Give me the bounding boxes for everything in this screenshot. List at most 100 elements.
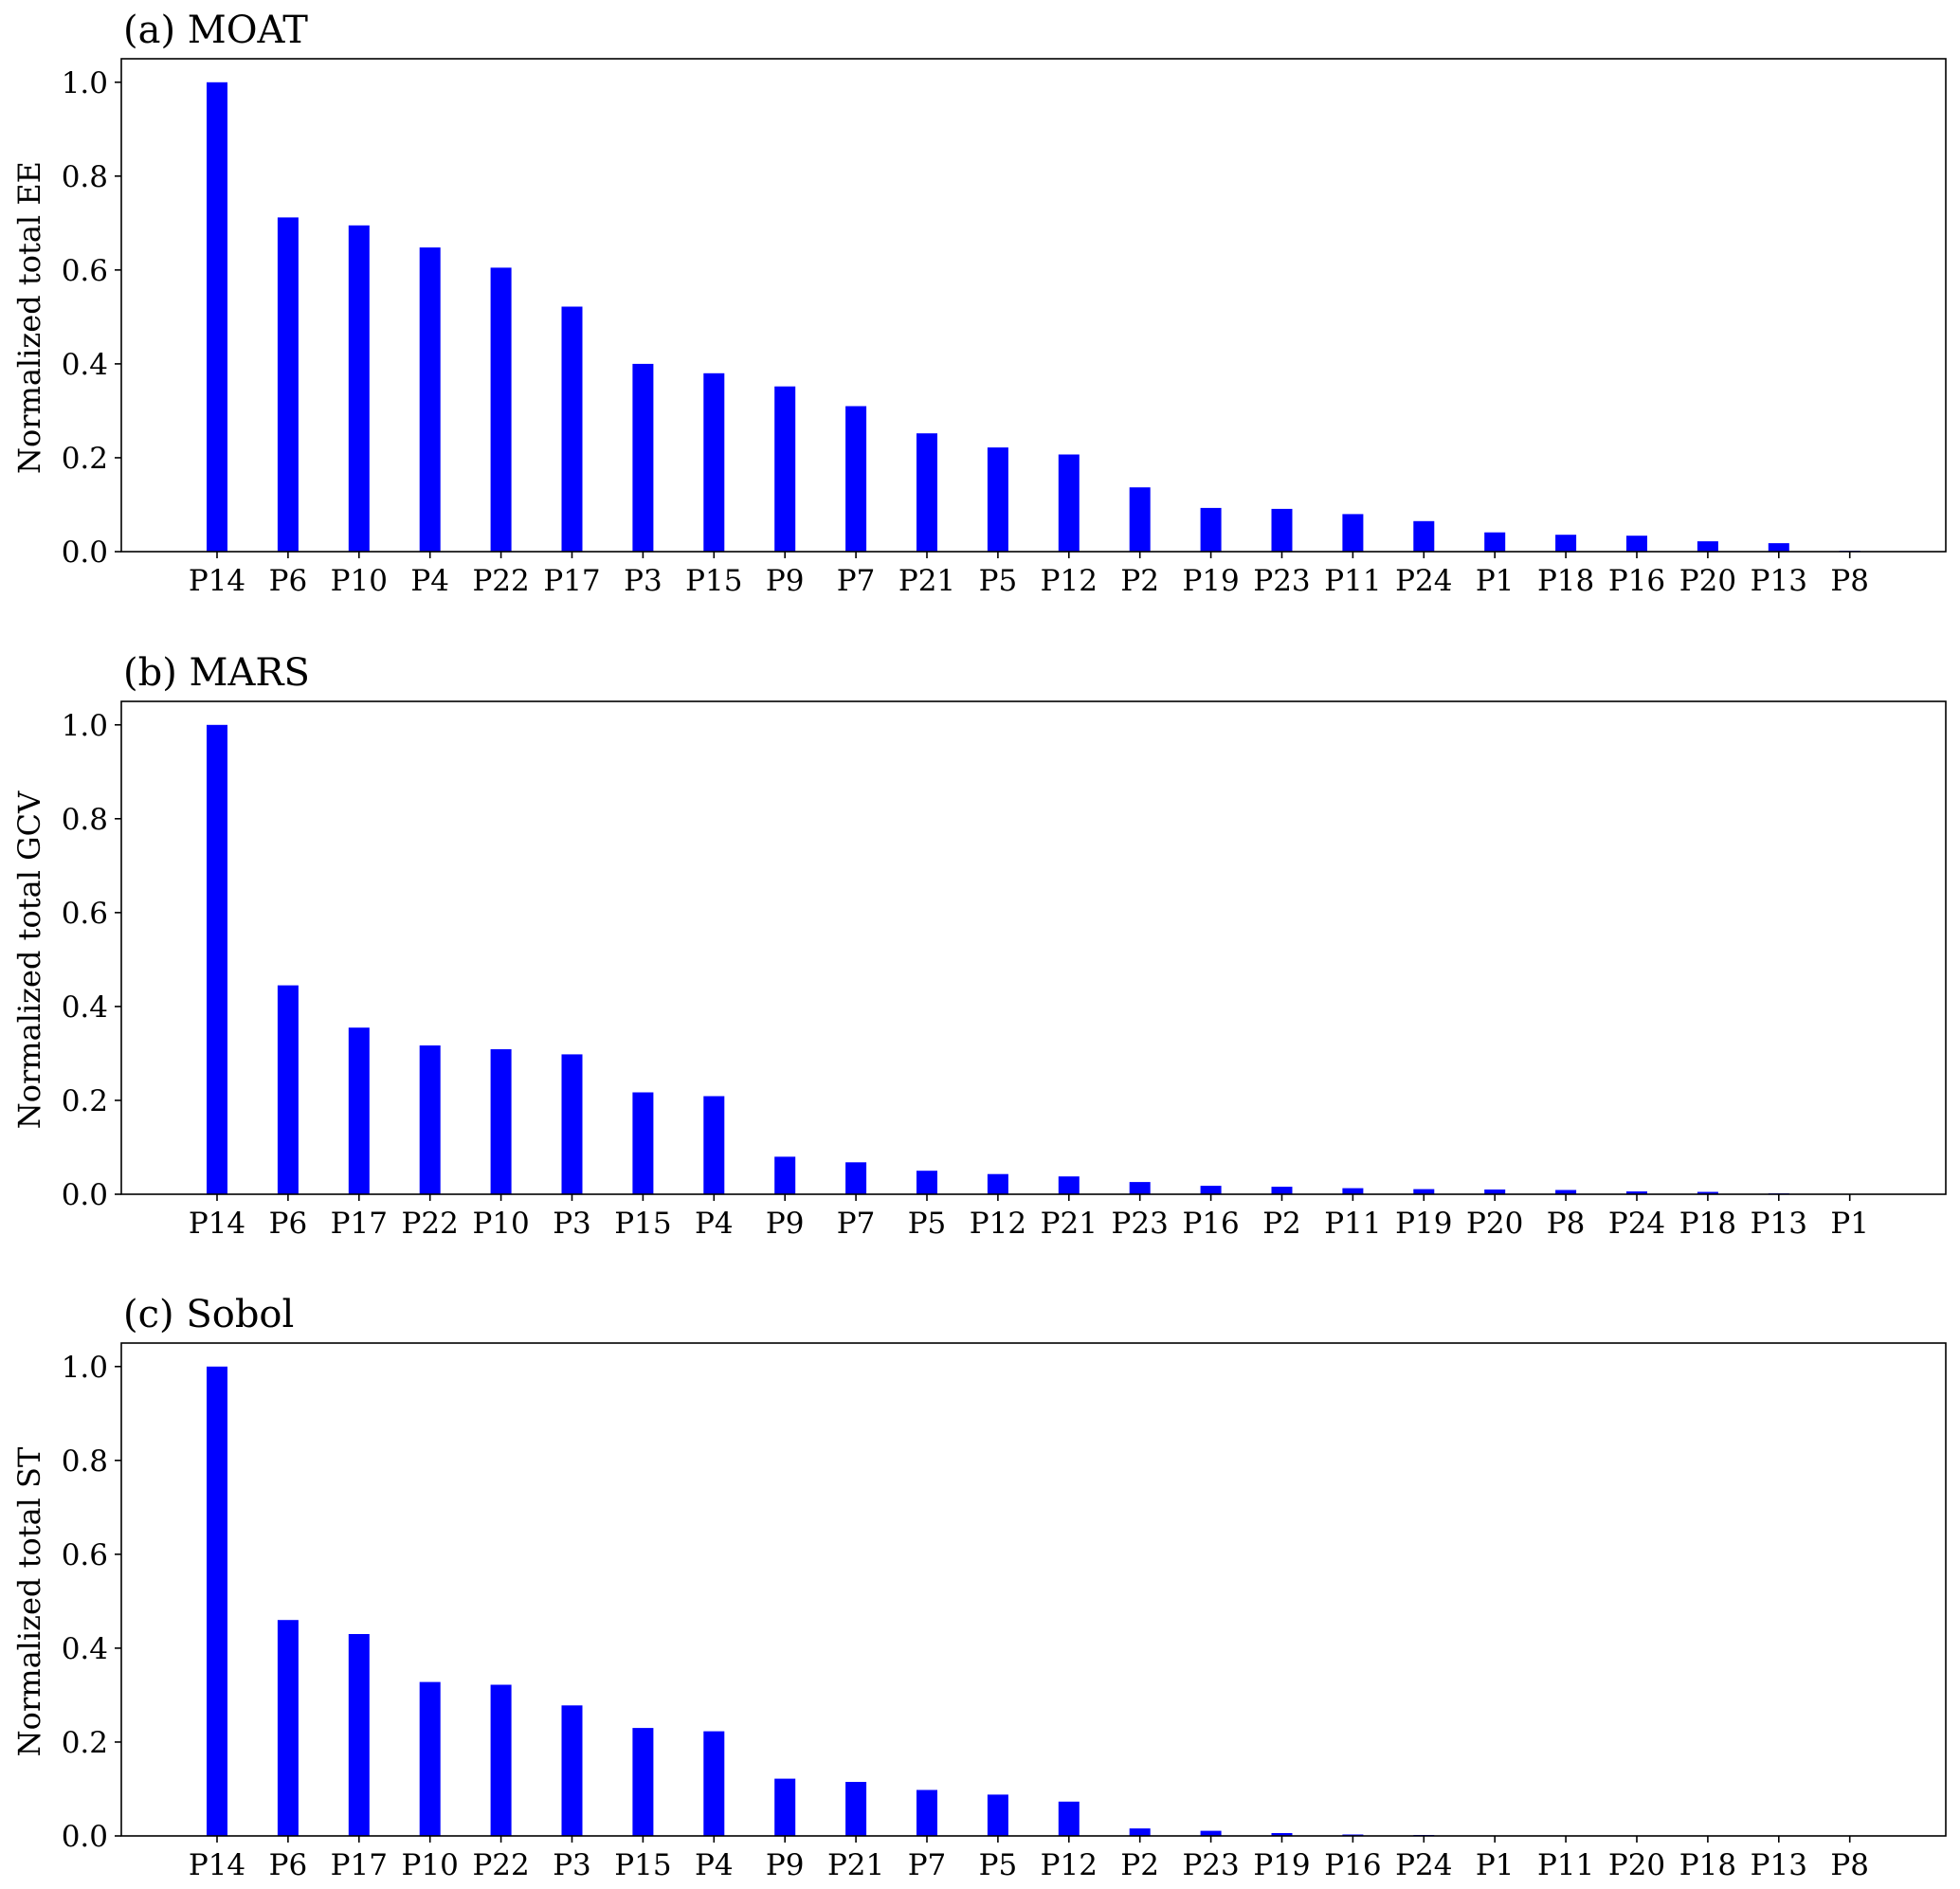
x-tick-label-p8: P8 <box>1830 1848 1869 1882</box>
x-tick-label-p23: P23 <box>1182 1848 1239 1882</box>
plot-frame <box>120 700 1947 1195</box>
y-tick-label: 0.8 <box>62 1444 108 1479</box>
x-tick-label-p1: P1 <box>1476 564 1515 598</box>
x-tick-label-p8: P8 <box>1547 1207 1586 1241</box>
x-tick-label-p18: P18 <box>1679 1207 1736 1241</box>
x-tick-label-p7: P7 <box>908 1848 947 1882</box>
bar-p19 <box>1413 1189 1435 1194</box>
bar-p9 <box>774 1778 796 1836</box>
x-tick-label-p12: P12 <box>1041 564 1098 598</box>
x-tick-label-p1: P1 <box>1476 1848 1515 1882</box>
x-tick-label-p17: P17 <box>543 564 600 598</box>
x-tick-label-p12: P12 <box>970 1207 1026 1241</box>
x-tick-label-p2: P2 <box>1120 564 1159 598</box>
bar-p22 <box>419 1045 441 1194</box>
bar-p19 <box>1200 507 1222 552</box>
y-tick-label: 0.6 <box>62 897 108 931</box>
bar-p1 <box>1484 532 1506 552</box>
bar-p20 <box>1697 541 1718 552</box>
bar-p17 <box>561 306 583 552</box>
x-tick-label-p16: P16 <box>1324 1848 1381 1882</box>
x-tick-label-p22: P22 <box>472 564 529 598</box>
bar-p21 <box>916 433 937 552</box>
y-tick-label: 0.4 <box>62 990 108 1025</box>
bar-p24 <box>1626 1191 1647 1194</box>
y-axis-label: Normalized total EE <box>11 161 47 474</box>
bar-p14 <box>207 82 227 553</box>
bar-p4 <box>703 1731 725 1836</box>
bar-p23 <box>1129 1182 1151 1194</box>
bar-p5 <box>916 1171 937 1194</box>
x-tick-label-p5: P5 <box>908 1207 947 1241</box>
x-tick-label-p21: P21 <box>1041 1207 1098 1241</box>
bar-p14 <box>207 724 227 1194</box>
x-tick-label-p15: P15 <box>614 1207 671 1241</box>
y-tick-label: 0.8 <box>62 803 108 837</box>
plot-frame <box>120 58 1947 553</box>
x-tick-label-p13: P13 <box>1751 1207 1807 1241</box>
bar-p9 <box>774 386 796 552</box>
bar-p12 <box>1058 454 1080 552</box>
x-tick-label-p23: P23 <box>1253 564 1310 598</box>
y-tick-label: 0.6 <box>62 1538 108 1572</box>
bar-p7 <box>845 1162 867 1194</box>
x-tick-label-p22: P22 <box>472 1848 529 1882</box>
x-tick-label-p10: P10 <box>402 1848 459 1882</box>
panel-title: (b) MARS <box>123 651 310 695</box>
bar-p13 <box>1768 543 1789 552</box>
bar-p15 <box>632 1728 654 1836</box>
x-tick-label-p4: P4 <box>410 564 449 598</box>
bar-p15 <box>703 372 725 552</box>
bar-p18 <box>1697 1191 1718 1194</box>
x-tick-label-p24: P24 <box>1608 1207 1665 1241</box>
bar-p20 <box>1484 1190 1506 1194</box>
x-tick-label-p20: P20 <box>1608 1848 1665 1882</box>
x-tick-label-p19: P19 <box>1182 564 1239 598</box>
panel-title: (a) MOAT <box>123 9 308 52</box>
bar-p3 <box>632 363 654 552</box>
x-tick-label-p22: P22 <box>402 1207 459 1241</box>
x-tick-label-p3: P3 <box>553 1207 591 1241</box>
x-tick-label-p19: P19 <box>1395 1207 1452 1241</box>
bar-p7 <box>845 406 867 552</box>
bar-p23 <box>1200 1830 1222 1836</box>
x-tick-label-p16: P16 <box>1182 1207 1239 1241</box>
x-tick-label-p20: P20 <box>1679 564 1736 598</box>
bar-p16 <box>1626 536 1647 552</box>
y-ticks-group: 0.0 0.2 0.4 0.6 0.8 1.0 <box>62 1351 121 1854</box>
bar-p6 <box>277 1620 299 1836</box>
x-tick-label-p18: P18 <box>1679 1848 1736 1882</box>
y-tick-label: 0.0 <box>62 536 108 570</box>
x-ticks-group: P14 P6 P10 P4 P22 P17 P3 P15 P9 P7 P21 P5 P12 P2 P19 P2… <box>189 552 1869 598</box>
bar-p19 <box>1271 1833 1293 1836</box>
bar-p5 <box>987 447 1008 552</box>
x-tick-label-p10: P10 <box>331 564 388 598</box>
x-tick-label-p13: P13 <box>1751 564 1807 598</box>
y-tick-label: 0.0 <box>62 1178 108 1212</box>
bar-p17 <box>348 1634 370 1836</box>
bar-p6 <box>277 985 299 1194</box>
y-tick-label: 0.2 <box>62 442 108 476</box>
bar-p12 <box>1058 1801 1080 1836</box>
y-tick-label: 0.4 <box>62 1632 108 1666</box>
bar-p2 <box>1129 1828 1151 1836</box>
x-tick-label-p5: P5 <box>979 1848 1018 1882</box>
x-tick-label-p6: P6 <box>269 1207 308 1241</box>
x-tick-label-p11: P11 <box>1537 1848 1594 1882</box>
x-tick-label-p8: P8 <box>1830 564 1869 598</box>
x-tick-label-p10: P10 <box>472 1207 529 1241</box>
bar-p22 <box>490 267 512 552</box>
x-tick-label-p14: P14 <box>189 1848 245 1882</box>
x-tick-label-p21: P21 <box>827 1848 884 1882</box>
x-tick-label-p15: P15 <box>614 1848 671 1882</box>
bar-p3 <box>561 1054 583 1194</box>
x-tick-label-p18: P18 <box>1537 564 1594 598</box>
x-tick-label-p2: P2 <box>1262 1207 1301 1241</box>
x-tick-label-p20: P20 <box>1466 1207 1523 1241</box>
bar-p7 <box>916 1789 937 1836</box>
bar-p10 <box>490 1049 512 1194</box>
x-tick-label-p24: P24 <box>1395 564 1452 598</box>
bar-p12 <box>987 1173 1008 1194</box>
plot-frame <box>120 1342 1947 1837</box>
